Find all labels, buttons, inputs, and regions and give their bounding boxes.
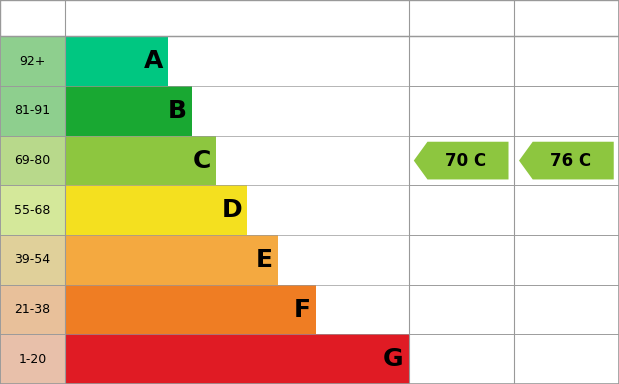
Bar [409,285,514,334]
Text: A: A [144,49,163,73]
Bar [65,235,278,285]
Bar [0,285,65,334]
Bar [0,334,65,384]
Polygon shape [413,142,509,179]
Text: 81-91: 81-91 [14,104,51,118]
Bar [0,0,619,36]
Bar [514,136,619,185]
Bar [409,36,514,86]
Bar [0,185,65,235]
Text: Current: Current [431,11,491,25]
Text: Energy rating: Energy rating [115,11,222,25]
Bar [65,136,216,185]
Bar [514,185,619,235]
Bar [514,235,619,285]
Text: 39-54: 39-54 [14,253,51,266]
Bar [65,86,192,136]
Bar [0,36,65,86]
Text: 55-68: 55-68 [14,204,51,217]
Bar [514,334,619,384]
Bar [65,285,316,334]
Bar [514,86,619,136]
Text: F: F [294,298,311,321]
Bar [409,86,514,136]
Bar [65,185,247,235]
Bar [514,36,619,86]
Text: Score: Score [11,11,54,25]
Polygon shape [519,142,613,179]
Bar [514,285,619,334]
Text: 1-20: 1-20 [19,353,46,366]
Text: C: C [193,149,211,172]
Text: Potential: Potential [530,11,602,25]
Text: 70 C: 70 C [444,152,486,170]
Bar [409,334,514,384]
Bar [0,136,65,185]
Text: 69-80: 69-80 [14,154,51,167]
Bar [65,36,168,86]
Bar [409,136,514,185]
Text: 76 C: 76 C [550,152,591,170]
Text: 92+: 92+ [19,55,46,68]
Bar [0,235,65,285]
Bar [409,235,514,285]
Text: E: E [256,248,273,272]
Bar [0,86,65,136]
Text: 21-38: 21-38 [14,303,51,316]
Text: B: B [168,99,187,123]
Text: G: G [383,347,404,371]
Bar [65,334,409,384]
Text: D: D [222,198,242,222]
Bar [409,185,514,235]
